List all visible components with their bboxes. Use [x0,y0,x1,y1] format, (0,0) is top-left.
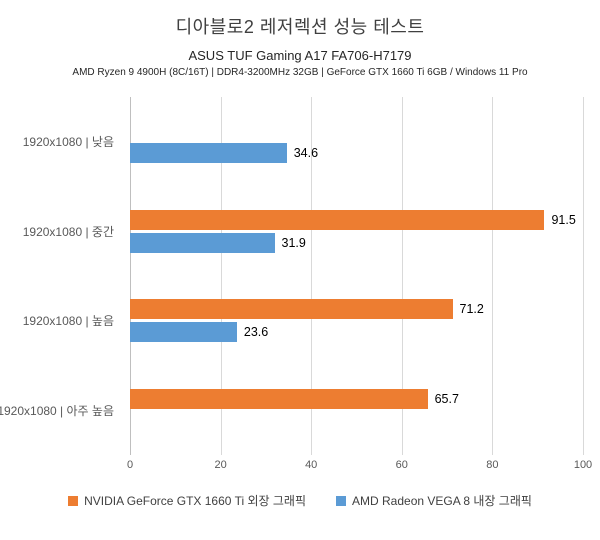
bar-slot [130,120,583,140]
value-label: 23.6 [243,325,269,340]
value-label: 31.9 [281,235,306,250]
bar: 23.6 [130,322,268,343]
bar-slot: 34.6 [130,143,583,164]
bar-slot: 31.9 [130,232,583,253]
x-tick-label: 0 [126,459,134,471]
legend-item: NVIDIA GeForce GTX 1660 Ti 외장 그래픽 [68,492,306,509]
category-row: 91.5 31.9 [130,187,583,277]
value-label: 65.7 [434,391,459,406]
gridlines [130,97,584,455]
bar: 91.5 [130,209,576,230]
bar: 65.7 [130,388,459,409]
gridline [492,97,494,455]
bar-slot [130,412,583,432]
value-label: 71.2 [459,302,484,317]
legend-label: NVIDIA GeForce GTX 1660 Ti 외장 그래픽 [84,494,306,508]
gridline [311,97,313,455]
category-label: 1920x1080 | 중간 [22,224,114,239]
bar-slot: 91.5 [130,209,583,230]
chart-title: 디아블로2 레저렉션 성능 테스트 [175,17,425,37]
bar: 34.6 [130,143,318,164]
value-label: 34.6 [293,146,319,161]
bar: 31.9 [130,232,306,253]
x-tick-label: 60 [395,459,408,471]
category-label: 1920x1080 | 아주 높음 [0,403,114,418]
chart-subtitle-model: ASUS TUF Gaming A17 FA706-H7179 [188,48,412,63]
axis-line [130,97,131,455]
category-row: 71.2 23.6 [130,276,583,366]
gridline [220,97,222,455]
chart-subtitle-specs: AMD Ryzen 9 4900H (8C/16T) | DDR4-3200MH… [72,67,528,78]
legend: NVIDIA GeForce GTX 1660 Ti 외장 그래픽 AMD Rad… [0,492,600,509]
category-row: 34.6 [130,97,583,187]
x-tick-label: 100 [573,459,593,471]
category-axis: 1920x1080 | 낮음 1920x1080 | 중간 1920x1080 | … [0,97,122,455]
bar-slot: 71.2 [130,299,583,320]
category-row: 65.7 [130,366,583,456]
plot-area: 34.6 91.5 31.9 71.2 23.6 65.7 [130,97,584,455]
legend-swatch-icon [68,495,79,506]
bar: 71.2 [130,299,484,320]
legend-label: AMD Radeon VEGA 8 내장 그래픽 [352,494,532,508]
x-tick-label: 20 [214,459,227,471]
bar-slot: 23.6 [130,322,583,343]
category-label: 1920x1080 | 높음 [22,314,114,329]
legend-item: AMD Radeon VEGA 8 내장 그래픽 [336,492,532,509]
x-tick-label: 40 [305,459,318,471]
value-axis: 0 20 40 60 80 100 [126,459,592,475]
x-tick-label: 80 [486,459,499,471]
category-label: 1920x1080 | 낮음 [22,135,114,150]
bar-rows: 34.6 91.5 31.9 71.2 23.6 65.7 [130,97,583,455]
value-label: 91.5 [551,212,576,227]
legend-swatch-icon [336,495,346,506]
gridline [583,97,584,455]
gridline [401,97,403,455]
bar-slot: 65.7 [130,388,583,409]
